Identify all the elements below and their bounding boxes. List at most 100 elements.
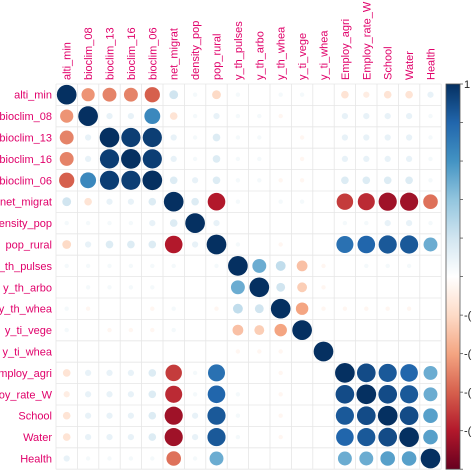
- corr-circle-alti_min-Employ_rate_W: [363, 91, 370, 98]
- corr-circle-pop_rural-Health: [423, 237, 438, 252]
- row-labels: alti_min bioclim_08 bioclim_13 bioclim_16bi…: [0, 90, 53, 466]
- corr-circle-net_migrat-density_pop: [191, 197, 199, 206]
- corr-circle-bioclim_06-y_th_whea: [278, 178, 283, 183]
- corr-circle-net_migrat-y_th_arbo: [257, 200, 261, 204]
- corr-circle-y_th_whea-Water: [406, 306, 412, 311]
- corr-circle-bioclim_16-pop_rural: [212, 155, 221, 163]
- corr-circle-bioclim_16-alti_min: [59, 151, 74, 166]
- corr-circle-density_pop-bioclim_06: [149, 219, 156, 227]
- corr-circle-net_migrat-bioclim_13: [106, 198, 113, 205]
- corr-circle-y_ti_whea-bioclim_08: [86, 349, 90, 354]
- corr-circle-alti_min-Employ_agri: [341, 90, 349, 99]
- corr-circle-Employ_rate_W-y_th_whea: [278, 392, 283, 397]
- corr-circle-y_ti_vege-density_pop: [193, 328, 197, 332]
- corr-circle-bioclim_13-alti_min: [59, 130, 74, 145]
- corr-circle-Employ_agri-Employ_agri: [335, 363, 355, 383]
- corr-circle-bioclim_06-bioclim_06: [142, 170, 163, 191]
- corr-circle-alti_min-alti_min: [56, 84, 77, 105]
- corr-circle-pop_rural-Employ_agri: [336, 235, 354, 254]
- corr-circle-Health-Employ_rate_W: [359, 451, 374, 466]
- corr-circle-bioclim_16-y_ti_whea: [321, 157, 326, 161]
- corr-circle-y_th_pulses-bioclim_16: [128, 263, 134, 269]
- corr-circle-Employ_agri-y_ti_vege: [300, 371, 304, 375]
- column-label-y_ti_whea: y_ti_whea: [319, 30, 331, 80]
- corr-circle-bioclim_06-Water: [405, 176, 413, 185]
- corr-circle-y_th_arbo-net_migrat: [172, 285, 176, 289]
- corr-circle-Employ_rate_W-School: [378, 384, 398, 404]
- corr-circle-bioclim_16-Employ_agri: [341, 155, 349, 163]
- corr-circle-y_th_pulses-bioclim_13: [107, 263, 112, 269]
- corr-circle-pop_rural-bioclim_08: [84, 241, 92, 248]
- corr-circle-alti_min-School: [383, 90, 392, 99]
- corr-circle-bioclim_16-y_th_pulses: [235, 156, 241, 162]
- corr-circle-y_ti_vege-y_th_whea: [274, 323, 287, 337]
- corr-circle-pop_rural-y_th_arbo: [257, 242, 261, 247]
- corr-circle-School-bioclim_08: [84, 412, 92, 419]
- corr-circle-alti_min-bioclim_08: [81, 88, 95, 102]
- corr-circle-bioclim_08-y_th_whea: [278, 113, 283, 119]
- corr-circle-Employ_rate_W-bioclim_16: [127, 391, 135, 398]
- corr-circle-pop_rural-density_pop: [191, 241, 199, 248]
- corr-circle-bioclim_08-net_migrat: [169, 112, 178, 120]
- corr-circle-bioclim_06-pop_rural: [212, 176, 221, 185]
- corr-circle-alti_min-y_ti_whea: [321, 93, 326, 97]
- corr-circle-School-y_th_whea: [278, 413, 283, 418]
- corr-circle-bioclim_13-Water: [405, 134, 413, 141]
- corr-circle-Health-y_th_arbo: [257, 456, 261, 461]
- corr-circle-bioclim_08-bioclim_16: [127, 112, 135, 120]
- corr-circle-School-y_th_arbo: [257, 414, 261, 418]
- column-label-y_ti_vege: y_ti_vege: [297, 33, 309, 80]
- row-label-bioclim_06: bioclim_06: [0, 175, 52, 187]
- corr-circle-y_th_arbo-y_ti_whea: [321, 285, 326, 290]
- corr-circle-alti_min-Water: [405, 90, 413, 99]
- corr-circle-y_th_pulses-net_migrat: [171, 263, 176, 269]
- corr-circle-y_th_whea-pop_rural: [214, 306, 219, 311]
- corr-circle-bioclim_06-density_pop: [191, 177, 199, 184]
- corr-circle-Water-bioclim_06: [148, 433, 157, 441]
- corr-circle-y_th_arbo-y_th_arbo: [249, 277, 270, 298]
- corr-circle-density_pop-density_pop: [185, 213, 205, 233]
- colorbar-legend: 1 -(-(-(-(: [445, 79, 472, 470]
- corr-circle-Employ_agri-density_pop: [192, 370, 198, 376]
- column-label-net_migrat: net_migrat: [169, 28, 181, 80]
- corr-circle-net_migrat-Employ_rate_W: [357, 193, 375, 211]
- corr-circle-y_th_pulses-Water: [406, 263, 412, 269]
- corr-circle-y_th_arbo-y_th_pulses: [230, 280, 245, 295]
- corr-circle-y_ti_vege-alti_min: [64, 327, 69, 333]
- corr-circle-y_ti_whea-y_th_arbo: [257, 349, 262, 354]
- corr-circle-y_th_pulses-y_th_arbo: [252, 258, 267, 273]
- corr-circle-bioclim_08-y_ti_vege: [300, 114, 304, 118]
- corr-circle-density_pop-y_ti_vege: [300, 221, 304, 225]
- colorbar-tick-label: -(: [464, 426, 472, 438]
- corr-circle-y_th_arbo-y_th_whea: [276, 282, 286, 292]
- corr-circle-density_pop-bioclim_08: [85, 220, 91, 226]
- corr-circle-bioclim_16-School: [384, 155, 391, 163]
- corr-circle-y_ti_vege-Employ_agri: [343, 328, 347, 332]
- corr-circle-alti_min-pop_rural: [212, 90, 221, 100]
- column-label-y_th_pulses: y_th_pulses: [233, 21, 245, 80]
- corr-circle-bioclim_13-y_th_whea: [279, 135, 283, 140]
- corr-circle-bioclim_13-net_migrat: [170, 134, 177, 141]
- corr-circle-bioclim_08-bioclim_06: [144, 108, 161, 125]
- column-label-bioclim_06: bioclim_06: [147, 27, 159, 80]
- corr-circle-pop_rural-Employ_rate_W: [357, 235, 376, 254]
- corr-circle-y_th_pulses-y_ti_vege: [296, 260, 308, 272]
- corr-circle-School-Health: [423, 408, 438, 424]
- corr-circle-net_migrat-bioclim_16: [127, 198, 135, 205]
- row-label-y_th_arbo: y_th_arbo: [3, 282, 52, 294]
- column-label-Health: Health: [426, 48, 438, 80]
- corr-circle-bioclim_16-net_migrat: [170, 155, 177, 163]
- corr-circle-y_ti_whea-y_th_whea: [278, 349, 283, 354]
- corr-circle-Health-y_th_whea: [279, 456, 283, 461]
- corr-circle-y_ti_whea-School: [386, 349, 390, 354]
- corr-circle-bioclim_06-y_th_arbo: [257, 178, 262, 183]
- corr-circle-net_migrat-Health: [423, 194, 438, 210]
- corr-circle-y_th_arbo-alti_min: [65, 285, 69, 289]
- corr-circle-Health-y_th_pulses: [236, 456, 240, 461]
- corr-circle-pop_rural-alti_min: [62, 240, 72, 249]
- corr-circle-density_pop-Health: [428, 220, 433, 226]
- corr-circle-y_ti_vege-bioclim_08: [86, 328, 90, 332]
- corr-circle-y_ti_whea-y_ti_whea: [313, 341, 334, 362]
- corr-circle-Water-y_ti_whea: [321, 435, 326, 439]
